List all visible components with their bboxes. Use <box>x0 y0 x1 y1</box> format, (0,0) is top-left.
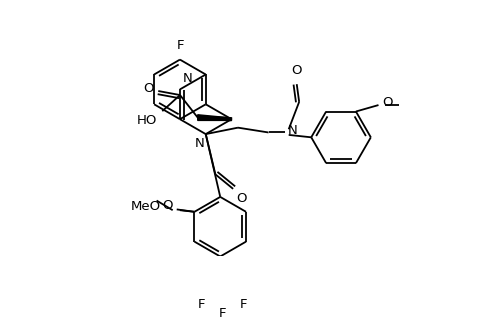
Text: MeO: MeO <box>130 200 160 213</box>
Text: F: F <box>219 307 226 318</box>
Text: O: O <box>292 64 302 77</box>
Text: F: F <box>198 298 205 311</box>
Text: O: O <box>382 96 393 109</box>
Text: F: F <box>240 298 247 311</box>
Text: F: F <box>177 39 184 52</box>
Text: HO: HO <box>136 114 156 128</box>
Text: O: O <box>162 199 172 212</box>
Text: O: O <box>236 192 247 205</box>
Text: N: N <box>288 124 298 137</box>
Polygon shape <box>198 115 232 121</box>
Text: O: O <box>144 82 154 95</box>
Text: N: N <box>194 137 204 150</box>
Text: N: N <box>183 73 193 85</box>
